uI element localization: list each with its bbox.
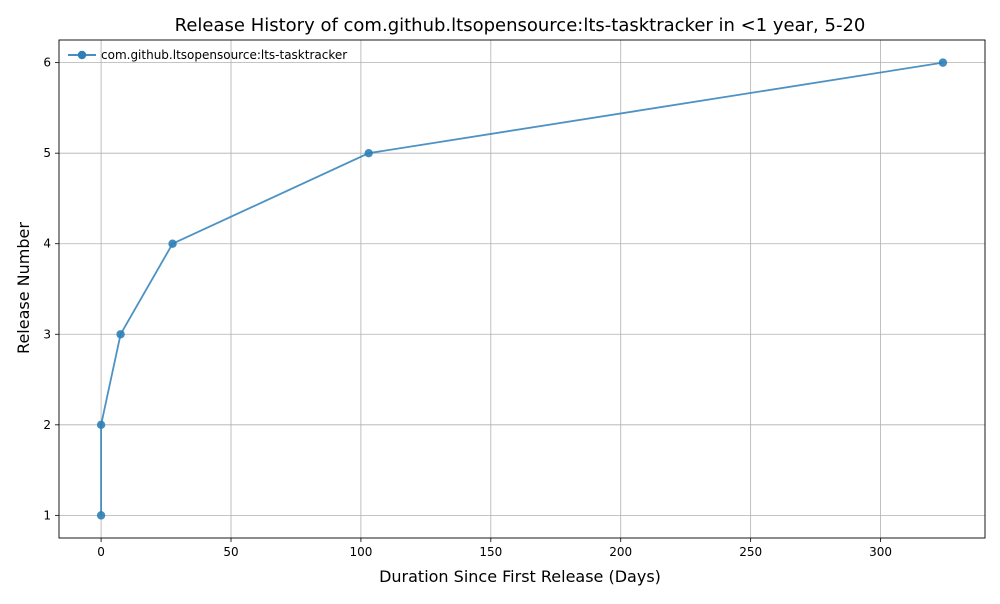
data-point xyxy=(96,511,106,520)
x-axis-label: Duration Since First Release (Days) xyxy=(379,567,661,586)
x-tick-label: 200 xyxy=(609,545,632,559)
axis-layer: 0 50 100 150 200 250 300 1 2 3 4 5 6 xyxy=(43,39,986,559)
data-point xyxy=(168,239,177,248)
x-tick-label: 150 xyxy=(479,545,502,559)
y-tick-label: 6 xyxy=(43,56,51,70)
y-tick-label: 5 xyxy=(43,146,51,160)
chart-title: Release History of com.github.ltsopensou… xyxy=(175,15,866,36)
y-tick-label: 2 xyxy=(43,418,51,432)
legend-label: com.github.ltsopensource:lts-tasktracker xyxy=(101,48,347,62)
y-tick-label: 3 xyxy=(43,327,51,341)
legend-point-marker xyxy=(77,50,87,60)
x-tick-label: 100 xyxy=(349,545,372,559)
x-tick-label: 300 xyxy=(869,545,892,559)
data-point xyxy=(96,420,106,430)
x-tick-label: 50 xyxy=(223,545,238,559)
series-line xyxy=(100,61,944,516)
y-tick-label: 1 xyxy=(43,508,51,522)
y-tick-label: 4 xyxy=(43,237,51,251)
series-layer xyxy=(96,58,948,520)
data-point xyxy=(116,330,125,339)
y-axis-label: Release Number xyxy=(14,222,33,354)
data-point xyxy=(938,58,948,67)
data-point xyxy=(364,148,373,158)
x-tick-label: 0 xyxy=(97,545,105,559)
plot-frame xyxy=(58,39,986,539)
legend: com.github.ltsopensource:lts-tasktracker xyxy=(68,48,347,62)
grid-layer xyxy=(59,40,985,538)
x-tick-label: 250 xyxy=(739,545,762,559)
